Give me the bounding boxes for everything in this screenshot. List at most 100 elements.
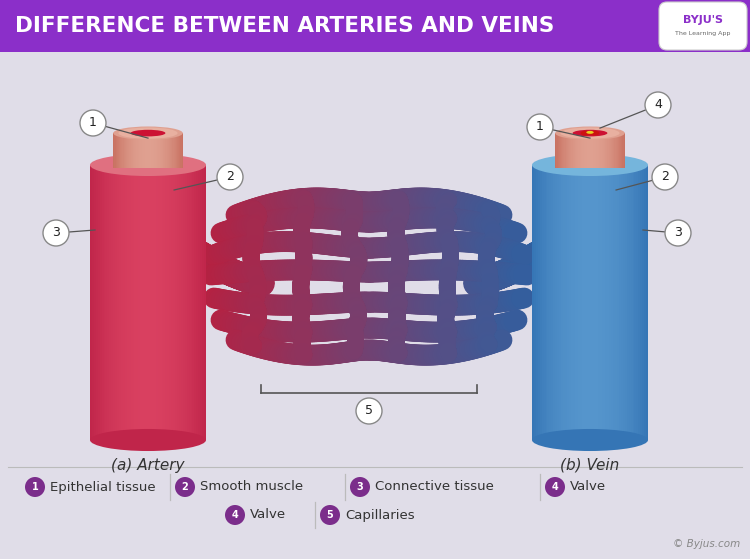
Bar [586, 165, 588, 440]
Bar [130, 165, 133, 440]
Bar [624, 133, 625, 168]
Bar [173, 165, 175, 440]
Bar [568, 165, 571, 440]
Bar [156, 133, 158, 168]
Bar [124, 133, 126, 168]
Bar [134, 165, 136, 440]
Bar [557, 133, 559, 168]
Text: Epithelial tissue: Epithelial tissue [50, 481, 156, 494]
Bar [567, 165, 568, 440]
Bar [622, 133, 624, 168]
Circle shape [80, 110, 106, 136]
Bar [119, 133, 120, 168]
Bar [644, 165, 646, 440]
Bar [555, 165, 557, 440]
Bar [592, 165, 594, 440]
Bar [153, 133, 154, 168]
Bar [598, 133, 599, 168]
Bar [175, 133, 176, 168]
Bar [204, 165, 206, 440]
Bar [600, 165, 602, 440]
Ellipse shape [90, 429, 206, 451]
Bar [567, 133, 568, 168]
Ellipse shape [572, 130, 608, 136]
Bar [122, 133, 124, 168]
Bar [107, 165, 109, 440]
Bar [555, 133, 556, 168]
Bar [129, 165, 130, 440]
Text: 4: 4 [551, 482, 558, 492]
Bar [572, 133, 574, 168]
Bar [621, 165, 622, 440]
Bar [637, 165, 638, 440]
Bar [595, 133, 596, 168]
Bar [94, 165, 96, 440]
Ellipse shape [130, 130, 166, 136]
Circle shape [356, 398, 382, 424]
Ellipse shape [586, 131, 594, 134]
Bar [605, 133, 606, 168]
Bar [132, 133, 133, 168]
Bar [177, 165, 179, 440]
Bar [190, 165, 193, 440]
Bar [133, 165, 134, 440]
Bar [608, 133, 610, 168]
Bar [188, 165, 190, 440]
Bar [187, 165, 188, 440]
Bar [642, 165, 644, 440]
Bar [152, 165, 154, 440]
Bar [584, 165, 586, 440]
Circle shape [665, 220, 691, 246]
Bar [604, 165, 605, 440]
Circle shape [217, 164, 243, 190]
Bar [611, 165, 614, 440]
Bar [183, 165, 184, 440]
Bar [100, 165, 101, 440]
Bar [598, 165, 600, 440]
Bar [200, 165, 202, 440]
Bar [147, 133, 148, 168]
Circle shape [43, 220, 69, 246]
Bar [632, 165, 634, 440]
Bar [143, 133, 145, 168]
Bar [563, 165, 565, 440]
Bar [98, 165, 100, 440]
Bar [599, 133, 601, 168]
Bar [172, 133, 173, 168]
Bar [170, 133, 171, 168]
Bar [562, 133, 563, 168]
Bar [590, 165, 592, 440]
Bar [118, 133, 119, 168]
Circle shape [350, 477, 370, 497]
Ellipse shape [118, 127, 178, 139]
Bar [120, 133, 122, 168]
Circle shape [25, 477, 45, 497]
Bar [198, 165, 200, 440]
Bar [646, 165, 648, 440]
Text: DIFFERENCE BETWEEN ARTERIES AND VEINS: DIFFERENCE BETWEEN ARTERIES AND VEINS [15, 16, 554, 36]
Text: 1: 1 [32, 482, 38, 492]
Text: 1: 1 [536, 121, 544, 134]
Circle shape [527, 114, 553, 140]
Bar [146, 165, 148, 440]
Bar [621, 133, 622, 168]
Bar [138, 165, 140, 440]
Bar [161, 165, 164, 440]
Text: The Learning App: The Learning App [675, 31, 730, 36]
Bar [177, 133, 178, 168]
Bar [584, 133, 585, 168]
Bar [182, 133, 183, 168]
FancyBboxPatch shape [659, 2, 747, 50]
Bar [589, 133, 590, 168]
Bar [538, 165, 540, 440]
Text: 3: 3 [52, 226, 60, 239]
Text: 2: 2 [182, 482, 188, 492]
Bar [152, 133, 153, 168]
Bar [534, 165, 536, 440]
Bar [181, 133, 182, 168]
Bar [611, 133, 612, 168]
Bar [569, 133, 570, 168]
Bar [571, 165, 572, 440]
Bar [160, 133, 162, 168]
Bar [585, 133, 586, 168]
